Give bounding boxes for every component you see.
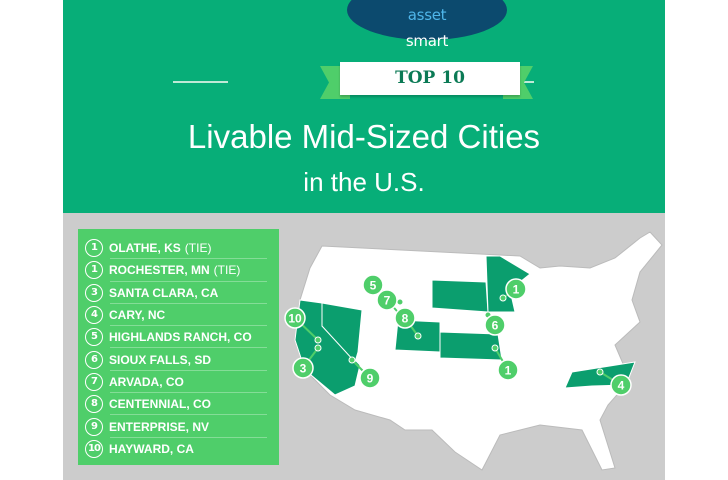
rank-badge: 4 xyxy=(85,306,103,325)
city-name: ARVADA, CO xyxy=(109,374,184,389)
map-marker-10: 10 xyxy=(284,307,322,344)
list-item: 10 HAYWARD, CA xyxy=(85,438,279,460)
rank-badge: 1 xyxy=(85,239,103,258)
marker-circle xyxy=(284,307,306,329)
list-item: 3 SANTA CLARA, CA xyxy=(85,282,279,305)
map-marker-4: 4 xyxy=(596,368,632,396)
top-10-badge: TOP 10 xyxy=(340,62,520,95)
city-name: ENTERPRISE, NV xyxy=(109,419,210,434)
city-name: SANTA CLARA, CA xyxy=(109,285,219,300)
state-nv xyxy=(321,302,363,363)
marker-label: 5 xyxy=(370,279,377,293)
list-item: 5 HIGHLANDS RANCH, CO xyxy=(85,326,279,349)
rank-badge: 8 xyxy=(85,395,103,414)
marker-circle xyxy=(292,357,314,379)
divider-left xyxy=(173,81,228,83)
list-item: 4 CARY, NC xyxy=(85,304,279,327)
city-dot xyxy=(414,332,422,340)
map-marker-3: 3 xyxy=(292,344,322,379)
map-marker-8: 8 xyxy=(394,307,422,340)
map-marker-6: 6 xyxy=(484,311,506,336)
list-item: 7 ARVADA, CO xyxy=(85,371,279,394)
marker-label: 1 xyxy=(513,283,520,297)
city-dot xyxy=(491,344,499,352)
marker-circle xyxy=(484,314,506,336)
city-dot xyxy=(348,356,356,364)
list-item: 9 ENTERPRISE, NV xyxy=(85,415,279,438)
marker-label: 8 xyxy=(402,312,409,326)
rank-badge: 7 xyxy=(85,372,103,391)
marker-circle xyxy=(610,374,632,396)
list-item: 8 CENTENNIAL, CO xyxy=(85,393,279,416)
marker-circle xyxy=(376,289,398,311)
marker-label: 4 xyxy=(618,379,625,393)
rankings-list: 1 OLATHE, KS (TIE) 1 ROCHESTER, MN (TIE) 3 SA… xyxy=(78,229,279,465)
city-dot xyxy=(314,344,322,352)
rank-badge: 3 xyxy=(85,283,103,302)
marker-label: 7 xyxy=(384,294,391,308)
page-title: Livable Mid-Sized Cities xyxy=(187,118,541,155)
page-subtitle: in the U.S. xyxy=(303,167,425,197)
city-name: ROCHESTER, MN xyxy=(109,263,210,278)
rank-badge: 6 xyxy=(85,350,103,369)
rank-badge: 5 xyxy=(85,328,103,347)
city-dot xyxy=(314,336,322,344)
rank-badge: 1 xyxy=(85,261,103,280)
city-dot xyxy=(596,368,604,376)
marker-circle xyxy=(497,359,519,381)
marker-circle xyxy=(394,307,416,329)
city-name: HIGHLANDS RANCH, CO xyxy=(109,330,252,345)
tie-note: (TIE) xyxy=(184,241,212,256)
map-marker-9: 9 xyxy=(348,356,381,389)
city-dot xyxy=(499,294,507,302)
marker-label: 1 xyxy=(505,364,512,378)
marker-label: 9 xyxy=(367,372,374,386)
marker-label: 10 xyxy=(288,312,302,326)
list-item: 1 ROCHESTER, MN (TIE) xyxy=(85,259,279,282)
city-name: OLATHE, KS xyxy=(109,241,181,256)
city-name: CENTENNIAL, CO xyxy=(109,397,211,412)
state-sd xyxy=(431,279,489,313)
map-marker-1: 1 xyxy=(499,278,527,302)
marker-circle xyxy=(362,274,384,296)
list-item: 1 OLATHE, KS (TIE) xyxy=(85,237,279,260)
list-item: 6 SIOUX FALLS, SD xyxy=(85,348,279,372)
marker-circle xyxy=(505,278,527,300)
header-banner: smart asset TOP 10 Livable Mid-Sized Citi… xyxy=(63,0,665,213)
marker-label: 3 xyxy=(300,362,307,376)
city-name: SIOUX FALLS, SD xyxy=(109,352,212,367)
marker-label: 6 xyxy=(492,319,499,333)
rank-badge: 9 xyxy=(85,417,103,436)
marker-circle xyxy=(359,367,381,389)
smartasset-logo[interactable]: smart asset xyxy=(347,0,507,50)
city-name: CARY, NC xyxy=(109,308,166,323)
map-marker-1: 1 xyxy=(491,344,519,381)
city-name: HAYWARD, CA xyxy=(109,441,194,456)
tie-note: (TIE) xyxy=(213,263,241,278)
rank-badge: 10 xyxy=(85,439,103,458)
city-dot xyxy=(396,298,404,306)
